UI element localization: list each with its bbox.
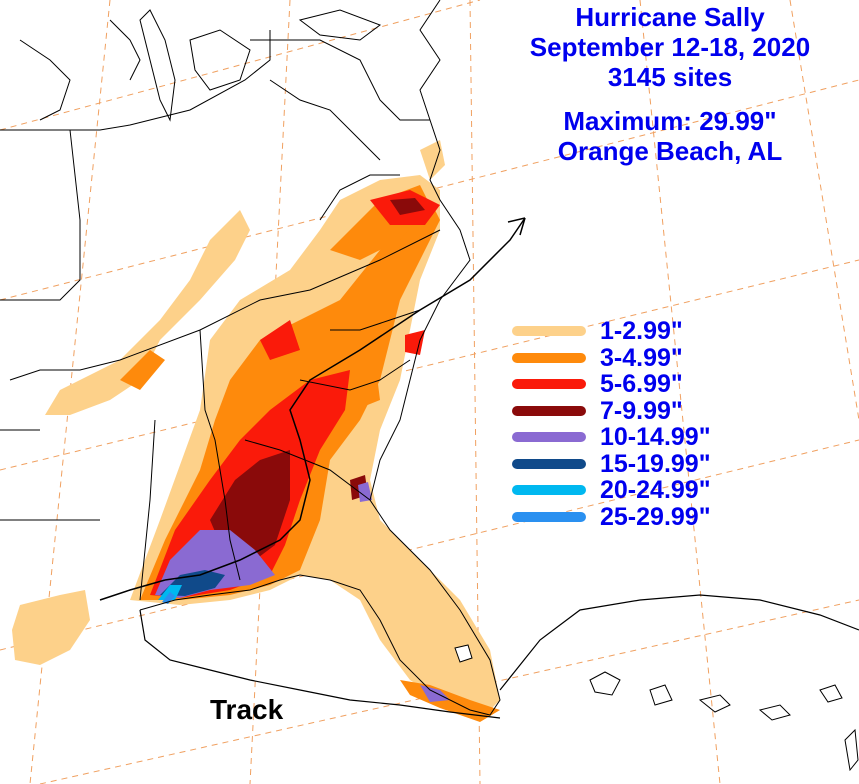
great-lakes bbox=[139, 9, 382, 122]
track-label: Track bbox=[210, 694, 284, 725]
legend-label: 1-2.99" bbox=[600, 317, 683, 346]
boundaries bbox=[0, 0, 501, 716]
map-title-block: Hurricane Sally September 12-18, 2020 31… bbox=[480, 2, 859, 166]
title-maximum: Maximum: 29.99" bbox=[563, 106, 777, 136]
title-site-count: 3145 sites bbox=[607, 62, 733, 92]
legend-swatch bbox=[512, 458, 586, 469]
legend-swatch bbox=[512, 405, 586, 416]
legend-item: 7-9.99" bbox=[512, 398, 772, 425]
rainfall-legend: 1-2.99" 3-4.99" 5-6.99" 7-9.99" 10-14.99" 15-… bbox=[512, 318, 772, 530]
gulf-coast-outline bbox=[139, 594, 859, 719]
caribbean-islands bbox=[589, 671, 859, 772]
legend-swatch bbox=[512, 352, 586, 363]
legend-swatch bbox=[512, 432, 586, 443]
legend-item: 5-6.99" bbox=[512, 371, 772, 398]
legend-item: 15-19.99" bbox=[512, 451, 772, 478]
legend-label: 15-19.99" bbox=[600, 449, 711, 478]
legend-label: 10-14.99" bbox=[600, 423, 711, 452]
legend-swatch bbox=[512, 379, 586, 390]
title-maximum-location: Orange Beach, AL bbox=[557, 136, 783, 166]
legend-item: 1-2.99" bbox=[512, 318, 772, 345]
legend-item: 25-29.99" bbox=[512, 504, 772, 531]
legend-label: 20-24.99" bbox=[600, 476, 711, 505]
legend-label: 7-9.99" bbox=[600, 396, 683, 425]
storm-track bbox=[99, 217, 526, 601]
lake-okeechobee bbox=[454, 644, 473, 663]
legend-label: 25-29.99" bbox=[600, 502, 711, 531]
legend-swatch bbox=[512, 326, 586, 337]
legend-swatch bbox=[512, 485, 586, 496]
legend-item: 10-14.99" bbox=[512, 424, 772, 451]
legend-item: 20-24.99" bbox=[512, 477, 772, 504]
legend-item: 3-4.99" bbox=[512, 345, 772, 372]
title-storm-name: Hurricane Sally bbox=[575, 2, 765, 32]
legend-label: 3-4.99" bbox=[600, 343, 683, 372]
rainfall-25-30 bbox=[162, 592, 175, 604]
legend-swatch bbox=[512, 511, 586, 522]
title-date-range: September 12-18, 2020 bbox=[529, 32, 811, 62]
legend-label: 5-6.99" bbox=[600, 370, 683, 399]
